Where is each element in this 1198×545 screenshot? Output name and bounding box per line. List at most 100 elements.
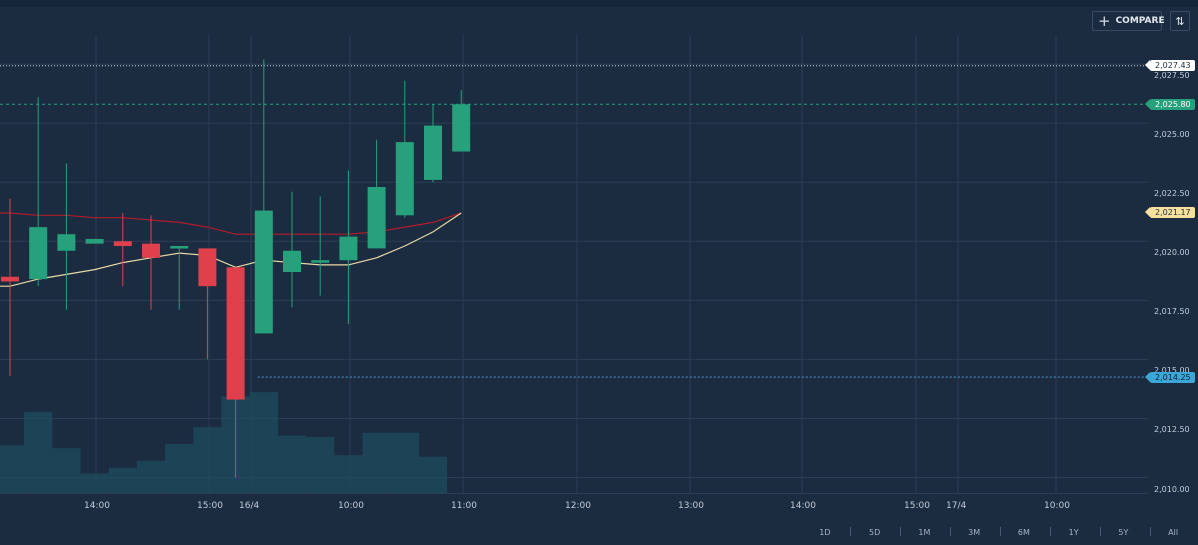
x-tick-label: 17/4 [946, 501, 967, 511]
range-3m[interactable]: 3M [968, 527, 981, 537]
range-6m[interactable]: 6M [1017, 527, 1030, 537]
high-price-badge: 2,027.43 [1145, 60, 1195, 72]
candle-body [1, 276, 19, 282]
candles-layer [1, 59, 471, 478]
candle-up [452, 90, 471, 152]
candle-up [85, 238, 104, 244]
y-tick-label: 2,017.50 [1154, 307, 1190, 317]
grid-layer [0, 35, 1148, 494]
range-1d[interactable]: 1D [819, 527, 831, 537]
x-tick-label: 11:00 [451, 501, 477, 511]
y-tick-label: 2,020.00 [1154, 248, 1190, 258]
candle-up [395, 80, 414, 218]
top-strip [0, 0, 1198, 7]
y-tick-label: 2,010.00 [1154, 484, 1190, 494]
x-tick-label: 12:00 [565, 501, 591, 511]
range-divider [1000, 527, 1001, 536]
range-all[interactable]: All [1168, 527, 1179, 537]
range-divider [1100, 527, 1101, 536]
high-price-badge-value: 2,027.43 [1155, 61, 1191, 71]
range-divider [900, 527, 901, 536]
compare-label: COMPARE [1115, 16, 1165, 26]
sort-button[interactable]: ⇅ [1170, 11, 1190, 31]
volume-bar [0, 445, 25, 493]
x-tick-label: 15:00 [197, 501, 223, 511]
moving-average-yellow [0, 212, 462, 287]
candle-body [226, 267, 245, 400]
candle-up [170, 246, 189, 310]
volume-bar [418, 456, 448, 493]
moving-average-red [0, 212, 462, 235]
candle-body [395, 142, 414, 216]
candle-up [311, 196, 330, 296]
range-5y[interactable]: 5Y [1118, 527, 1129, 537]
y-tick-label: 2,025.00 [1154, 130, 1190, 140]
candle-up [367, 139, 386, 249]
volume-bar [24, 411, 53, 493]
candle-body [198, 248, 217, 287]
reference-lines-layer [0, 65, 1148, 378]
x-tick-label: 14:00 [84, 501, 110, 511]
moving-average-badge-value: 2,021.17 [1155, 208, 1191, 218]
candle-up [57, 163, 76, 310]
candle-up [283, 191, 301, 308]
volume-bar [136, 460, 166, 493]
compare-button[interactable]: + COMPARE [1092, 11, 1165, 31]
y-tick-label: 2,027.50 [1154, 71, 1190, 81]
candle-body [254, 210, 273, 334]
y-tick-label: 2,015.00 [1154, 366, 1190, 376]
x-tick-label: 14:00 [790, 501, 816, 511]
range-1y[interactable]: 1Y [1068, 527, 1079, 537]
x-tick-label: 13:00 [678, 501, 704, 511]
range-1m[interactable]: 1M [918, 527, 931, 537]
volume-bar [390, 432, 419, 493]
range-selector: 1D 5D 1M 3M 6M 1Y 5Y All [800, 525, 1198, 539]
range-divider [950, 527, 951, 536]
volume-bar [108, 467, 137, 493]
volume-bar [80, 473, 109, 493]
candle-up [339, 170, 358, 324]
candle-body [424, 125, 442, 180]
volume-layer [0, 392, 448, 493]
candle-body [170, 246, 189, 249]
candle-body [113, 241, 132, 247]
candle-body [311, 260, 330, 263]
range-divider [1050, 527, 1051, 536]
volume-bar [334, 455, 363, 493]
volume-bar [193, 427, 222, 493]
x-tick-label: 16/4 [239, 501, 260, 511]
range-5d[interactable]: 5D [869, 527, 881, 537]
y-tick-label: 2,022.50 [1154, 189, 1190, 199]
low-price-badge: 2,014.25 [1145, 371, 1195, 383]
volume-bar [249, 392, 278, 493]
volume-bar [362, 432, 391, 493]
candle-down [142, 215, 160, 310]
range-divider [1150, 527, 1151, 536]
candle-up [424, 104, 442, 183]
plus-icon: + [1098, 12, 1111, 30]
candle-up [29, 97, 48, 287]
volume-bar [277, 435, 307, 493]
volume-bar [306, 437, 335, 493]
range-divider [850, 527, 851, 536]
candle-body [339, 236, 358, 261]
candle-up [254, 59, 273, 334]
candle-body [367, 186, 386, 249]
candle-body [57, 234, 76, 251]
sort-icon: ⇅ [1175, 14, 1185, 28]
x-tick-label: 10:00 [1044, 501, 1070, 511]
last-price-badge: 2,025.80 [1145, 98, 1195, 110]
candle-down [226, 267, 245, 478]
volume-bar [52, 448, 81, 493]
y-tick-label: 2,012.50 [1154, 425, 1190, 435]
candle-body [452, 104, 471, 152]
x-tick-label: 10:00 [338, 501, 364, 511]
candle-down [113, 212, 132, 287]
candle-body [85, 238, 104, 244]
candle-body [29, 227, 48, 280]
moving-average-badge: 2,021.17 [1145, 207, 1195, 219]
volume-bar [165, 444, 194, 493]
candle-down [1, 198, 19, 376]
candle-body [283, 250, 301, 273]
